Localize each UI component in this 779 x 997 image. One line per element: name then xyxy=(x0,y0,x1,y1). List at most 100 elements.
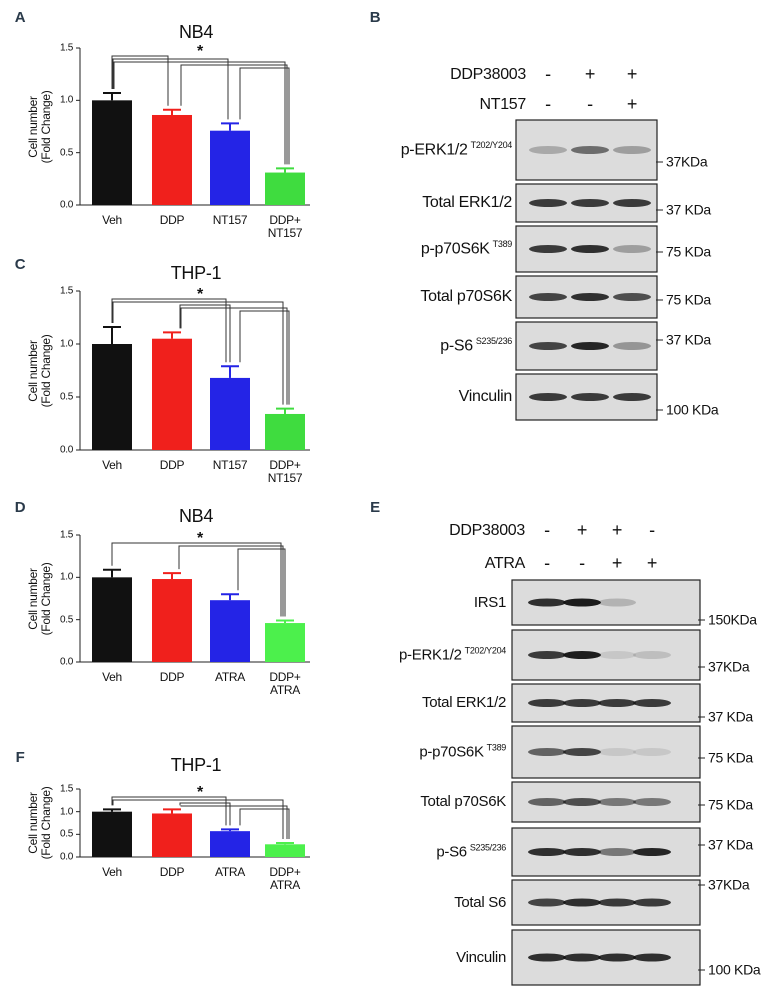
condition-label: ATRA xyxy=(484,555,526,573)
x-tick-label: DDP xyxy=(159,865,185,879)
y-tick-label: 0.5 xyxy=(59,614,73,626)
bar xyxy=(92,811,132,857)
size-marker: 37 KDa xyxy=(666,331,711,348)
size-marker: 37KDa xyxy=(666,153,708,170)
row-label: Total ERK1/2 xyxy=(422,694,506,712)
row-label-text: Total p70S6K xyxy=(420,792,506,810)
x-tick-label: DDP xyxy=(159,213,185,227)
x-tick-label: Veh xyxy=(102,213,122,227)
blot-band xyxy=(598,598,636,607)
blot-band xyxy=(571,342,609,350)
condition-sign: + xyxy=(584,64,596,85)
chart-title: THP-1 xyxy=(170,263,222,284)
bar xyxy=(152,579,192,662)
size-marker: 100 KDa xyxy=(708,961,761,978)
row-label-text: Total p70S6K xyxy=(420,288,512,306)
y-axis-label: Cell number (Fold Change) xyxy=(25,334,53,407)
row-label: p-ERK1/2 T202/Y204 xyxy=(399,645,506,664)
y-tick-label: 1.0 xyxy=(59,338,73,350)
x-tick-label: Veh xyxy=(102,670,122,684)
row-label: p-ERK1/2 T202/Y204 xyxy=(401,140,513,159)
x-tick-label: NT157 xyxy=(212,458,248,472)
blot-band xyxy=(563,699,601,707)
panel-letter: C xyxy=(14,255,26,273)
condition-sign: - xyxy=(545,64,551,85)
blot-band xyxy=(571,146,609,154)
row-label: Total p70S6K xyxy=(420,288,512,306)
row-label: IRS1 xyxy=(474,594,506,611)
y-tick-label: 0.0 xyxy=(59,851,73,863)
significance-bracket xyxy=(178,545,284,617)
condition-sign: - xyxy=(545,94,551,115)
blot-band xyxy=(529,393,567,401)
bar xyxy=(92,344,132,450)
x-tick-label: DDP xyxy=(159,670,185,684)
significance-star: * xyxy=(197,43,203,61)
blot-band xyxy=(528,798,566,806)
blot-band xyxy=(571,199,609,207)
row-label-text: p-ERK1/2 xyxy=(399,646,462,664)
condition-label: DDP38003 xyxy=(449,522,525,540)
condition-sign: - xyxy=(544,553,550,574)
blot-band xyxy=(528,848,566,856)
blot-band xyxy=(633,748,671,756)
condition-sign: + xyxy=(626,94,638,115)
significance-bracket xyxy=(112,301,284,405)
y-tick-label: 0.5 xyxy=(59,391,73,403)
blot-band xyxy=(613,393,651,401)
x-tick-label: DDP xyxy=(159,458,185,472)
size-marker: 37 KDa xyxy=(708,836,753,853)
y-tick-label: 0.0 xyxy=(59,656,73,668)
y-tick-label: 0.5 xyxy=(59,828,73,840)
blot-band xyxy=(529,146,567,154)
significance-bracket xyxy=(112,58,229,120)
chart-title: THP-1 xyxy=(170,755,222,776)
x-tick-label: NT157 xyxy=(212,213,248,227)
blot-band xyxy=(529,342,567,350)
blot-band xyxy=(528,598,566,607)
significance-bracket xyxy=(111,542,282,617)
x-tick-label: DDP+ ATRA xyxy=(269,865,301,893)
row-label-superscript: S235/236 xyxy=(469,842,506,853)
blot-band xyxy=(563,748,601,756)
significance-bracket xyxy=(111,796,227,826)
blot-band xyxy=(563,798,601,806)
significance-star: * xyxy=(197,784,203,802)
blot-band xyxy=(613,146,651,154)
blot-band xyxy=(563,651,601,659)
blot-band xyxy=(529,245,567,253)
y-tick-label: 1.5 xyxy=(59,783,73,795)
panel-letter: F xyxy=(15,748,25,766)
blot-band xyxy=(529,199,567,207)
condition-sign: + xyxy=(611,553,623,574)
significance-bracket xyxy=(111,298,227,363)
blot-band xyxy=(613,199,651,207)
blot-band xyxy=(633,953,671,962)
bar xyxy=(265,623,305,662)
bar xyxy=(210,831,250,857)
size-marker: 75 KDa xyxy=(666,243,711,260)
blot-band xyxy=(613,342,651,350)
x-tick-label: DDP+ ATRA xyxy=(269,670,301,698)
row-label-text: Vinculin xyxy=(456,948,506,966)
significance-bracket xyxy=(179,304,231,363)
blot-band xyxy=(528,898,566,907)
size-marker: 75 KDa xyxy=(708,749,753,766)
bar xyxy=(92,577,132,662)
y-tick-label: 0.0 xyxy=(59,199,73,211)
size-marker: 75 KDa xyxy=(666,291,711,308)
blot-band xyxy=(598,953,636,962)
significance-star: * xyxy=(197,530,203,548)
blot-band xyxy=(529,293,567,301)
bar xyxy=(265,844,305,857)
condition-sign: + xyxy=(576,520,588,541)
condition-sign: - xyxy=(579,553,585,574)
blot-band xyxy=(571,293,609,301)
condition-sign: + xyxy=(626,64,638,85)
blot-band xyxy=(598,848,636,856)
blot-band xyxy=(571,245,609,253)
size-marker: 37KDa xyxy=(708,876,750,893)
significance-bracket xyxy=(239,310,290,405)
x-tick-label: DDP+ NT157 xyxy=(267,213,303,241)
blot-band xyxy=(563,898,601,907)
